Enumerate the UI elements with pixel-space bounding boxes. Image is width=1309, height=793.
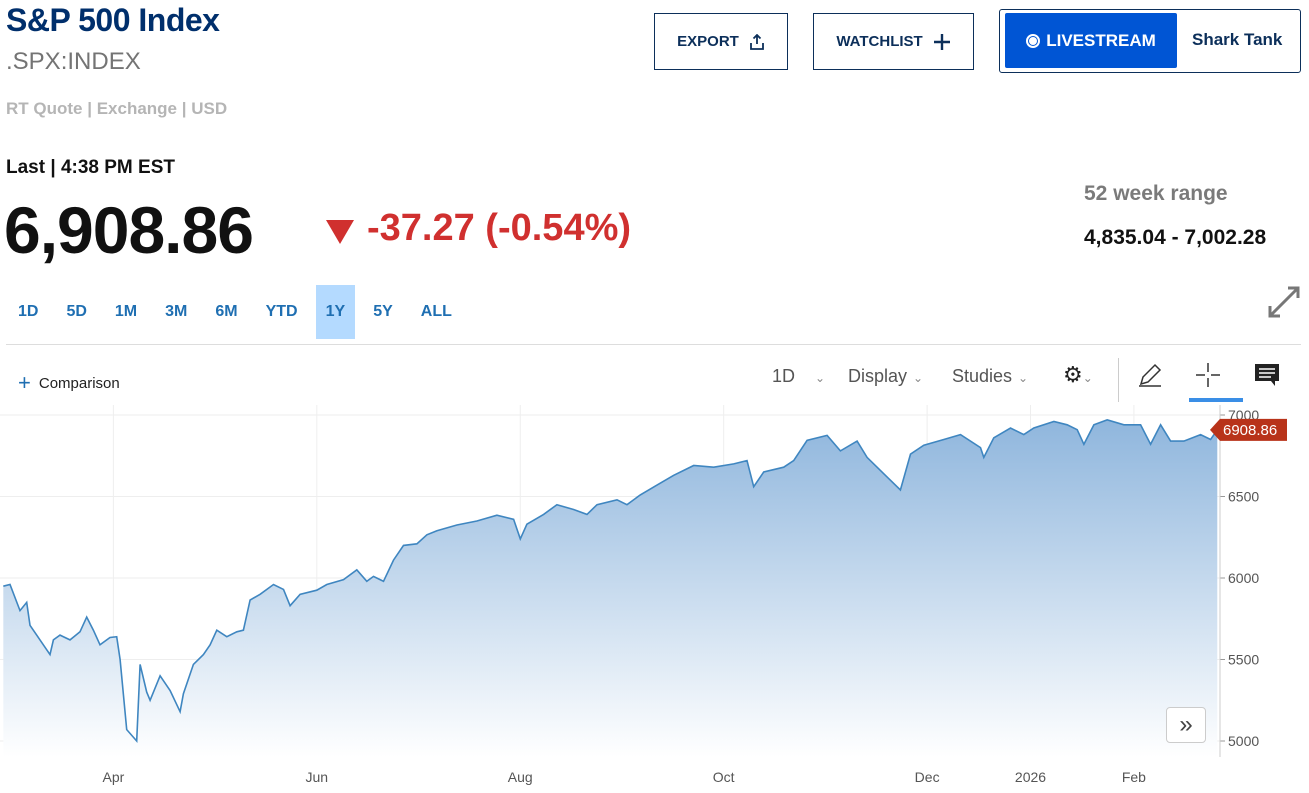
last-price: 6,908.86 (4, 193, 254, 267)
x-tick-label: Oct (713, 769, 735, 785)
livestream-label: LIVESTREAM (1046, 30, 1156, 50)
scroll-to-latest-button[interactable]: » (1166, 707, 1206, 743)
settings-dropdown[interactable]: ⚙⌄ (1063, 362, 1093, 388)
y-tick-label: 6000 (1228, 570, 1259, 586)
expand-icon[interactable] (1266, 284, 1302, 320)
comparison-label: Comparison (38, 374, 120, 392)
double-chevron-right-icon: » (1179, 711, 1193, 738)
plus-icon (933, 33, 950, 50)
studies-label: Studies (952, 366, 1013, 386)
x-tick-label: Feb (1122, 769, 1146, 785)
display-dropdown[interactable]: Display ⌄ (848, 366, 923, 387)
interval-dropdown[interactable]: 1D ⌄ (772, 366, 825, 387)
range-tab-3m[interactable]: 3M (165, 303, 188, 320)
week-range-label: 52 week range (1084, 182, 1228, 205)
crosshair-icon[interactable] (1195, 362, 1221, 388)
range-tab-5y[interactable]: 5Y (373, 303, 393, 320)
price-line (3, 419, 1218, 744)
quote-meta: RT Quote | Exchange | USD (6, 99, 228, 118)
watchlist-label: WATCHLIST (836, 33, 923, 50)
x-tick-label: Apr (102, 769, 124, 785)
last-price-tag-label: 6908.86 (1223, 422, 1277, 439)
range-tabs: 1D 5D 1M 3M 6M YTD 1Y 5Y ALL (8, 285, 470, 339)
gear-icon: ⚙ (1063, 362, 1083, 387)
chevron-down-icon: ⌄ (1018, 371, 1029, 385)
x-tick-label: Jun (306, 769, 329, 785)
x-tick-label: Aug (508, 769, 533, 785)
export-label: EXPORT (677, 33, 739, 50)
export-button[interactable]: EXPORT (654, 13, 788, 70)
y-tick-label: 5500 (1228, 652, 1259, 668)
x-tick-label: Dec (915, 769, 940, 785)
range-tab-5d[interactable]: 5D (66, 303, 87, 320)
pencil-icon[interactable] (1137, 362, 1165, 388)
display-label: Display (848, 366, 908, 386)
range-tab-1m[interactable]: 1M (114, 303, 138, 320)
range-tab-1d[interactable]: 1D (18, 303, 39, 320)
down-arrow-icon (326, 220, 354, 244)
price-change: -37.27 (-0.54%) (367, 207, 632, 249)
ticker-symbol: .SPX:INDEX (6, 48, 141, 75)
chevron-down-icon: ⌄ (815, 371, 826, 385)
livestream-button[interactable]: LIVESTREAM (1005, 13, 1177, 68)
range-tab-6m[interactable]: 6M (215, 303, 238, 320)
comment-icon[interactable] (1254, 363, 1280, 387)
toolbar-separator (1118, 358, 1119, 402)
y-tick-label: 6500 (1228, 489, 1259, 505)
price-area (3, 419, 1218, 757)
chevron-down-icon: ⌄ (1082, 371, 1093, 385)
chevron-down-icon: ⌄ (913, 371, 924, 385)
share-icon (749, 33, 764, 50)
interval-label: 1D (772, 366, 796, 386)
livestream-widget: LIVESTREAM Shark Tank (999, 9, 1301, 73)
live-dot-icon (1026, 33, 1041, 48)
comparison-button[interactable]: + Comparison (18, 370, 120, 396)
studies-dropdown[interactable]: Studies ⌄ (952, 366, 1028, 387)
last-trade-time: Last | 4:38 PM EST (6, 157, 175, 178)
week-range-value: 4,835.04 - 7,002.28 (1084, 226, 1267, 249)
last-price-tag (1210, 418, 1287, 441)
divider (6, 344, 1301, 345)
x-tick-label: 2026 (1015, 769, 1046, 785)
active-tool-indicator (1189, 398, 1243, 402)
page-title: S&P 500 Index (6, 2, 220, 38)
y-tick-label: 5000 (1228, 733, 1259, 749)
range-tab-1y[interactable]: 1Y (315, 285, 356, 339)
plus-icon: + (18, 370, 31, 395)
range-tab-all[interactable]: ALL (420, 303, 452, 320)
range-tab-ytd[interactable]: YTD (265, 303, 298, 320)
watchlist-button[interactable]: WATCHLIST (813, 13, 974, 70)
price-chart[interactable]: Apr Jun Aug Oct Dec 2026 Feb700065006000550050… (0, 405, 1309, 793)
shark-tank-link[interactable]: Shark Tank (1192, 30, 1283, 49)
